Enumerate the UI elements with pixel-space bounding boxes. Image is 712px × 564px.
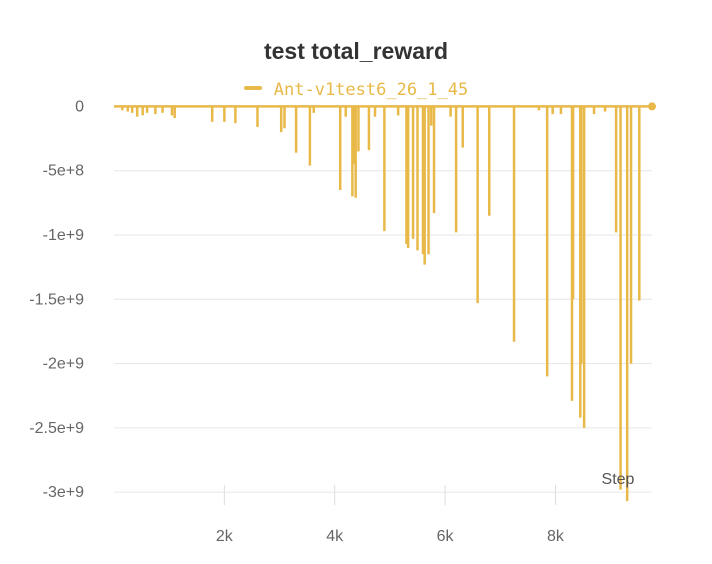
x-axis-label: Step — [602, 471, 635, 488]
y-tick-label: -2e+9 — [43, 356, 84, 373]
legend-label: Ant-v1test6_26_1_45 — [273, 80, 469, 100]
legend-swatch — [243, 86, 262, 90]
x-tick-label: 6k — [437, 528, 455, 545]
y-tick-label: -1.5e+9 — [29, 291, 84, 308]
y-tick-label: 0 — [75, 98, 84, 115]
x-tick-label: 8k — [547, 528, 565, 545]
series-end-point — [648, 102, 656, 111]
y-tick-label: -2.5e+9 — [29, 420, 84, 437]
x-tick-label: 4k — [326, 528, 344, 545]
chart-title: test total_reward — [263, 38, 449, 64]
x-tick-label: 2k — [216, 528, 234, 545]
y-tick-label: -1e+9 — [43, 227, 84, 244]
y-tick-label: -5e+8 — [43, 163, 84, 180]
y-tick-label: -3e+9 — [43, 484, 84, 501]
legend[interactable]: Ant-v1test6_26_1_45 — [0, 80, 712, 100]
